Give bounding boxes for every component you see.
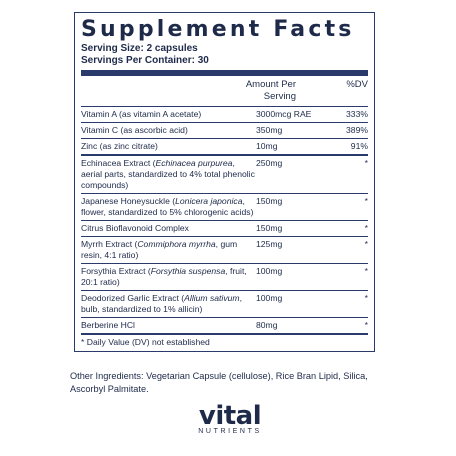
ingredient-name: Japanese Honeysuckle (Lonicera japonica,… [81, 196, 254, 217]
nutrient-dv: 91% [350, 141, 368, 151]
ingredient-amount: 100mg [256, 293, 283, 303]
amount-column-header: Amount Per Serving [245, 79, 296, 102]
nutrient-dv: 333% [346, 109, 368, 119]
dv-column-header: %DV [346, 79, 368, 90]
other-ingredients: Other Ingredients: Vegetarian Capsule (c… [70, 371, 368, 394]
ingredient-row-honeysuckle: Japanese Honeysuckle (Lonicera japonica,… [81, 194, 368, 221]
thick-divider [81, 70, 368, 76]
ingredient-row-garlic: Deodorized Garlic Extract (Allium sativu… [81, 291, 368, 318]
nutrient-amount: 10mg [256, 141, 278, 151]
ingredient-dv: * [364, 320, 368, 330]
column-header: Amount Per Serving %DV [81, 76, 368, 106]
panel-title: Supplement Facts [81, 17, 355, 42]
ingredient-dv: * [364, 158, 368, 168]
ingredient-row-myrrh: Myrrh Extract (Commiphora myrrha, gum re… [81, 237, 368, 264]
ingredient-amount: 150mg [256, 196, 283, 206]
supplement-facts-panel: Supplement Facts Serving Size: 2 capsule… [74, 12, 375, 352]
brand-wordmark: vital [198, 401, 262, 431]
brand-subtitle: NUTRIENTS [198, 428, 262, 435]
nutrient-row-zinc: Zinc (as zinc citrate) 10mg 91% [81, 139, 368, 156]
ingredient-amount: 125mg [256, 239, 283, 249]
nutrient-name: Zinc (as zinc citrate) [81, 141, 158, 151]
ingredient-row-berberine: Berberine HCl 80mg * [81, 318, 368, 335]
ingredient-amount: 80mg [256, 320, 278, 330]
ingredient-amount: 100mg [256, 266, 283, 276]
ingredient-row-citrus: Citrus Bioflavonoid Complex 150mg * [81, 221, 368, 237]
ingredient-row-forsythia: Forsythia Extract (Forsythia suspensa, f… [81, 264, 368, 291]
serving-size: Serving Size: 2 capsules [81, 43, 198, 54]
nutrient-name: Vitamin C (as ascorbic acid) [81, 125, 188, 135]
ingredient-name: Echinacea Extract (Echinacea purpurea, a… [81, 158, 255, 190]
ingredient-amount: 150mg [256, 223, 283, 233]
ingredient-dv: * [364, 223, 368, 233]
nutrient-row-vitamin-c: Vitamin C (as ascorbic acid) 350mg 389% [81, 123, 368, 139]
ingredient-name: Forsythia Extract (Forsythia suspensa, f… [81, 266, 247, 287]
ingredient-name: Citrus Bioflavonoid Complex [81, 223, 189, 233]
servings-per-container: Servings Per Container: 30 [81, 55, 209, 66]
nutrient-name: Vitamin A (as vitamin A acetate) [81, 109, 202, 119]
ingredient-dv: * [364, 266, 368, 276]
ingredient-dv: * [364, 239, 368, 249]
thin-divider [81, 106, 368, 107]
ingredient-row-echinacea: Echinacea Extract (Echinacea purpurea, a… [81, 156, 368, 194]
ingredient-dv: * [364, 293, 368, 303]
ingredient-name: Myrrh Extract (Commiphora myrrha, gum re… [81, 239, 238, 260]
nutrient-amount: 3000mcg RAE [256, 109, 312, 119]
ingredient-amount: 250mg [256, 158, 283, 168]
ingredient-dv: * [364, 196, 368, 206]
dv-footnote: * Daily Value (DV) not established [81, 337, 210, 347]
nutrient-row-vitamin-a: Vitamin A (as vitamin A acetate) 3000mcg… [81, 107, 368, 123]
ingredient-name: Berberine HCl [81, 320, 135, 330]
ingredient-name: Deodorized Garlic Extract (Allium sativu… [81, 293, 242, 314]
brand-logo: vital NUTRIENTS [175, 402, 285, 436]
nutrient-amount: 350mg [256, 125, 283, 135]
nutrient-dv: 389% [346, 125, 368, 135]
